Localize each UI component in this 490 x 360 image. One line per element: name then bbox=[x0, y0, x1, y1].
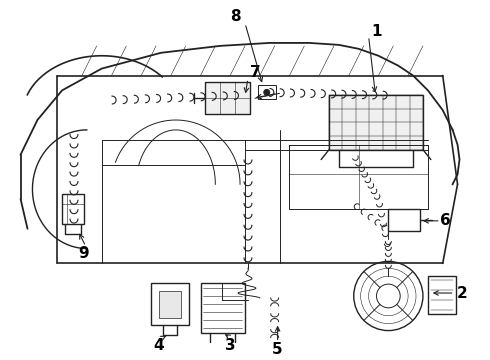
Circle shape bbox=[376, 284, 400, 308]
Text: 6: 6 bbox=[441, 213, 451, 228]
Text: 9: 9 bbox=[78, 246, 89, 261]
Text: 7: 7 bbox=[249, 65, 260, 80]
Text: 8: 8 bbox=[230, 9, 241, 24]
Text: 2: 2 bbox=[457, 285, 468, 301]
Text: 5: 5 bbox=[272, 342, 283, 357]
Polygon shape bbox=[428, 276, 456, 314]
Text: 1: 1 bbox=[371, 23, 382, 39]
Polygon shape bbox=[62, 194, 84, 224]
Polygon shape bbox=[151, 283, 189, 325]
Text: 3: 3 bbox=[225, 338, 236, 353]
Text: 4: 4 bbox=[154, 338, 164, 353]
Polygon shape bbox=[258, 85, 276, 99]
Circle shape bbox=[264, 89, 270, 95]
Polygon shape bbox=[389, 209, 420, 231]
Circle shape bbox=[354, 261, 423, 330]
Polygon shape bbox=[205, 82, 250, 114]
Polygon shape bbox=[159, 291, 181, 318]
Polygon shape bbox=[200, 283, 245, 333]
Polygon shape bbox=[329, 95, 423, 150]
